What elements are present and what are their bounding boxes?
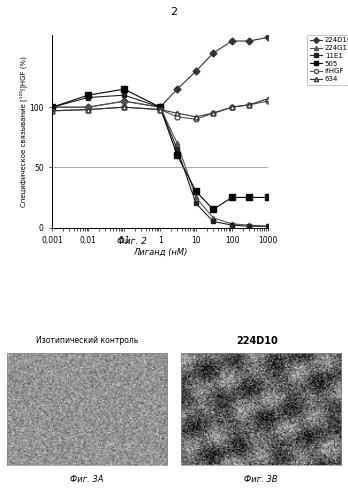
224G11 xyxy=(158,104,162,110)
Text: Изотипический контроль: Изотипический контроль xyxy=(36,336,138,345)
505 xyxy=(211,206,215,212)
Text: 2: 2 xyxy=(171,7,177,17)
rlHGF xyxy=(266,98,270,104)
11E1 xyxy=(50,104,54,110)
224G11 xyxy=(50,104,54,110)
634 xyxy=(194,114,198,120)
634 xyxy=(122,104,126,110)
11E1 xyxy=(266,224,270,230)
Line: 505: 505 xyxy=(49,86,271,212)
Y-axis label: Специфическое связывание [¹²⁵I]HGF (%): Специфическое связывание [¹²⁵I]HGF (%) xyxy=(19,56,26,206)
634 xyxy=(266,96,270,102)
Line: 224G11: 224G11 xyxy=(50,98,270,228)
Text: Фиг. 3А: Фиг. 3А xyxy=(70,474,104,484)
Text: Фиг. 2: Фиг. 2 xyxy=(117,238,147,246)
rlHGF xyxy=(86,106,90,112)
rlHGF xyxy=(122,104,126,110)
224D10 xyxy=(194,68,198,74)
505 xyxy=(50,104,54,110)
505 xyxy=(175,152,179,158)
224G11 xyxy=(211,215,215,221)
224G11 xyxy=(230,221,234,227)
11E1 xyxy=(86,94,90,100)
11E1 xyxy=(122,92,126,98)
224G11 xyxy=(194,194,198,200)
X-axis label: Лиганд (нМ): Лиганд (нМ) xyxy=(133,248,187,256)
rlHGF xyxy=(194,116,198,122)
224G11 xyxy=(122,98,126,104)
11E1 xyxy=(230,222,234,228)
Legend: 224D10, 224G11, 11E1, 505, rlHGF, 634: 224D10, 224G11, 11E1, 505, rlHGF, 634 xyxy=(307,34,348,85)
11E1 xyxy=(211,218,215,224)
224D10 xyxy=(247,38,251,44)
224D10 xyxy=(158,104,162,110)
634 xyxy=(175,110,179,116)
Line: 11E1: 11E1 xyxy=(50,92,270,228)
634 xyxy=(230,104,234,110)
634 xyxy=(211,110,215,116)
634 xyxy=(158,106,162,112)
505 xyxy=(266,194,270,200)
224G11 xyxy=(175,140,179,146)
224D10 xyxy=(122,98,126,104)
Text: Фиг. 3В: Фиг. 3В xyxy=(244,474,278,484)
224D10 xyxy=(211,50,215,56)
11E1 xyxy=(158,104,162,110)
rlHGF xyxy=(247,102,251,108)
11E1 xyxy=(194,200,198,206)
rlHGF xyxy=(50,108,54,114)
Text: 224D10: 224D10 xyxy=(237,336,278,345)
224D10 xyxy=(175,86,179,92)
Line: 224D10: 224D10 xyxy=(50,35,270,110)
224D10 xyxy=(266,34,270,40)
505 xyxy=(158,104,162,110)
224D10 xyxy=(50,104,54,110)
505 xyxy=(122,86,126,92)
224G11 xyxy=(247,222,251,228)
505 xyxy=(194,188,198,194)
Line: 634: 634 xyxy=(50,96,270,119)
505 xyxy=(86,92,90,98)
rlHGF xyxy=(175,114,179,120)
634 xyxy=(86,106,90,112)
rlHGF xyxy=(230,104,234,110)
11E1 xyxy=(175,146,179,152)
224G11 xyxy=(266,224,270,230)
rlHGF xyxy=(211,110,215,116)
Line: rlHGF: rlHGF xyxy=(50,98,270,122)
634 xyxy=(247,102,251,108)
634 xyxy=(50,108,54,114)
224G11 xyxy=(86,104,90,110)
224D10 xyxy=(230,38,234,44)
505 xyxy=(230,194,234,200)
224D10 xyxy=(86,104,90,110)
505 xyxy=(247,194,251,200)
rlHGF xyxy=(158,106,162,112)
11E1 xyxy=(247,224,251,230)
